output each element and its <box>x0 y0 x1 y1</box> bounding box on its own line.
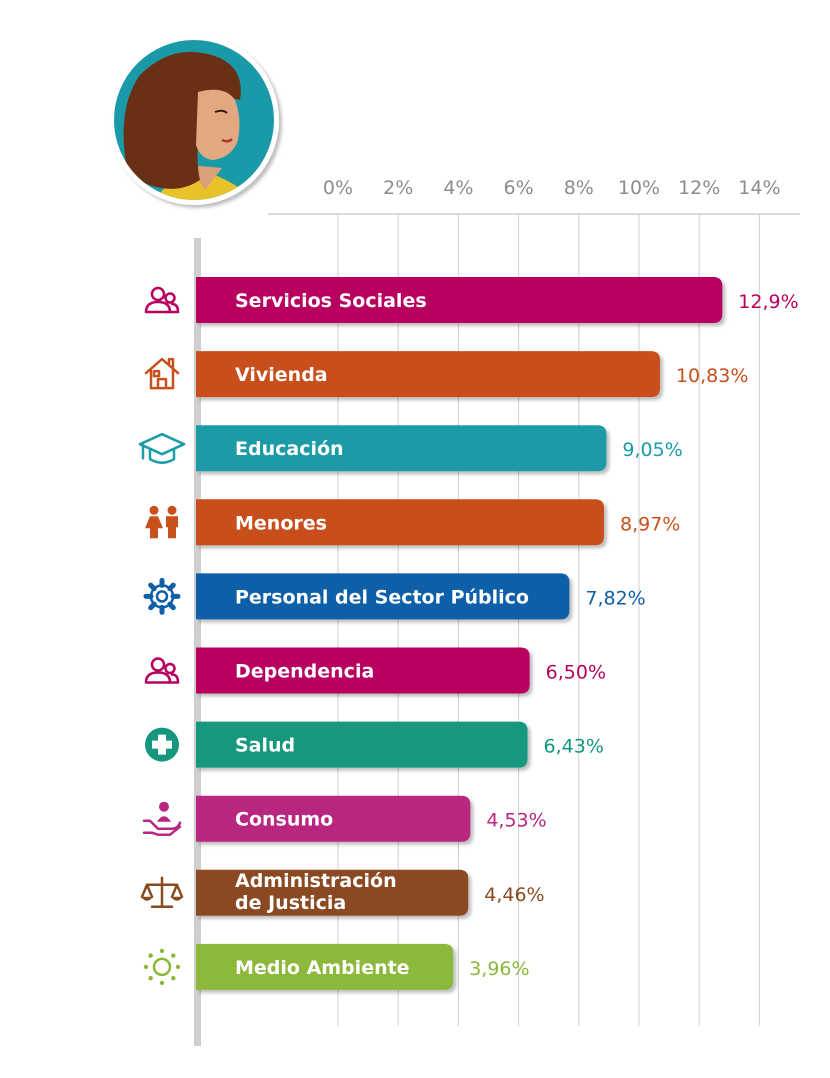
bar-row: Educación 9,05% <box>138 425 683 472</box>
bar-row: Dependencia 6,50% <box>144 647 606 694</box>
people-icon <box>144 286 180 314</box>
bar-row: Consumo 4,53% <box>142 795 547 842</box>
bar-value-label: 9,05% <box>622 439 682 461</box>
bar-row: Personal del Sector Público 7,82% <box>143 573 646 620</box>
bar-value-label: 6,43% <box>544 736 604 758</box>
bar-category-label: Vivienda <box>235 364 328 386</box>
bar-category-label: Dependencia <box>235 661 374 683</box>
bar-value-label: 8,97% <box>620 513 680 535</box>
hand-person-icon <box>142 801 182 836</box>
bar <box>196 943 454 990</box>
bar-value-label: 4,53% <box>486 810 546 832</box>
bar <box>196 869 469 916</box>
graduation-cap-icon <box>138 432 186 464</box>
bar-row: Servicios Sociales 12,9% <box>144 277 799 323</box>
bar-row: Menores 8,97% <box>145 499 680 546</box>
people-icon <box>144 657 180 684</box>
bar-category-label: Medio Ambiente <box>235 957 410 979</box>
bar-row: Salud 6,43% <box>145 721 604 768</box>
bar-value-label: 7,82% <box>585 587 645 609</box>
house-icon <box>144 357 180 390</box>
bar-value-label: 10,83% <box>676 365 748 387</box>
x-tick-label: 6% <box>504 177 534 199</box>
x-tick-label: 8% <box>564 177 594 199</box>
x-tick-label: 0% <box>323 177 353 199</box>
bar <box>196 573 570 620</box>
bar-category-label: Personal del Sector Público <box>235 586 529 608</box>
bar-row: Vivienda 10,83% <box>144 351 748 398</box>
sun-icon <box>143 948 181 986</box>
bar-category-label: Menores <box>235 512 327 534</box>
bar-category-label: Educación <box>235 438 344 460</box>
medical-cross-icon <box>145 727 179 762</box>
x-tick-label: 10% <box>618 177 660 199</box>
scales-icon <box>140 876 184 909</box>
bar-category-label: Salud <box>235 735 295 757</box>
bar-category-label: Consumo <box>235 809 333 831</box>
bar <box>196 499 604 546</box>
bar-row: Administración de Justicia 4,46% <box>140 869 545 916</box>
bar <box>196 721 528 768</box>
bar-row: Medio Ambiente 3,96% <box>143 943 530 990</box>
children-icon <box>145 505 178 539</box>
bar <box>196 277 723 323</box>
bar-category-label: Servicios Sociales <box>235 290 427 312</box>
bar-value-label: 12,9% <box>738 291 798 313</box>
bar <box>196 795 471 842</box>
bar-value-label: 3,96% <box>469 958 529 980</box>
x-tick-label: 14% <box>738 177 780 199</box>
bar-category-label: Administración de Justicia <box>235 870 397 914</box>
x-tick-label: 4% <box>443 177 473 199</box>
woman-avatar <box>109 35 279 205</box>
bar-value-label: 6,50% <box>546 662 606 684</box>
bar <box>196 425 607 472</box>
y-axis-bar <box>194 238 201 1046</box>
x-tick-label: 12% <box>678 177 720 199</box>
bar <box>196 351 660 398</box>
bar <box>196 647 530 694</box>
gear-icon <box>143 577 181 615</box>
x-tick-label: 2% <box>383 177 413 199</box>
bar-value-label: 4,46% <box>484 884 544 906</box>
